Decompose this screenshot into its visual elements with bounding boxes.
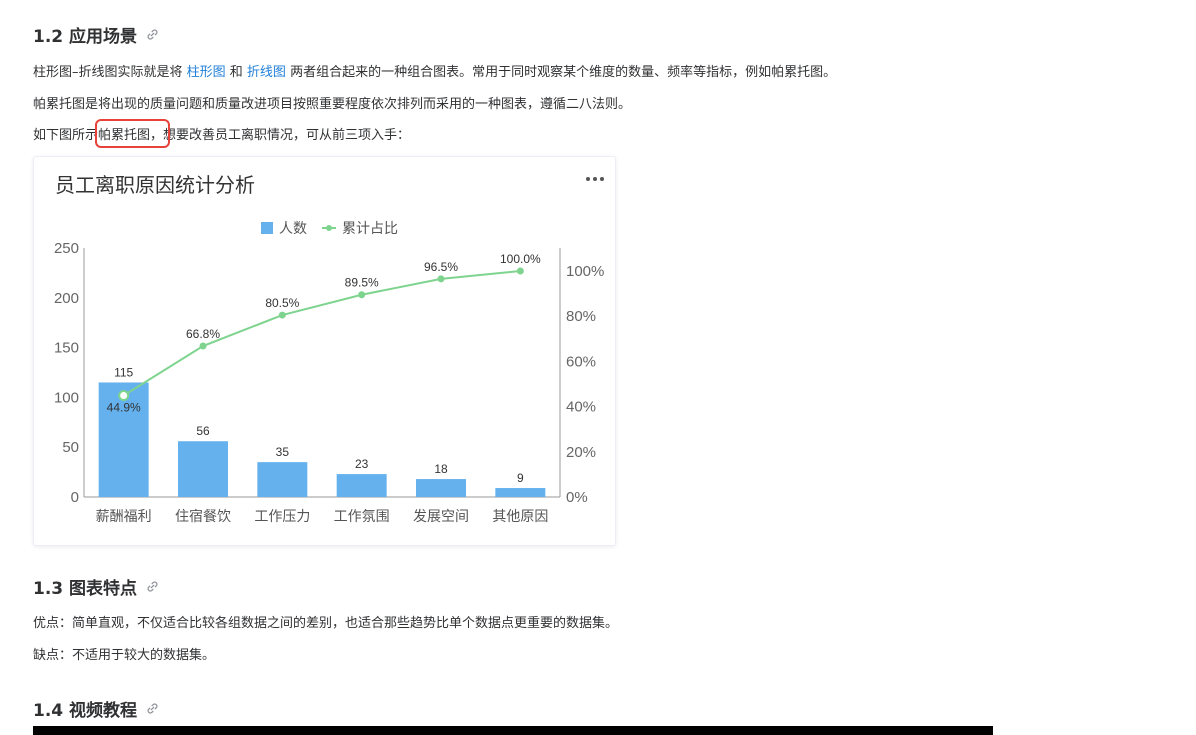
section-heading-1-2: 1.2 应用场景: [33, 22, 159, 47]
text-segment: 两者组合起来的一种组合图表。常用于同时观察某个维度的数量、频率等指标，例如帕累托…: [285, 65, 837, 80]
y-right-tick-label: 0%: [566, 489, 588, 506]
bar-chart-link[interactable]: 柱形图: [186, 65, 226, 80]
bar: [336, 474, 387, 497]
y-left-tick-label: 150: [54, 340, 79, 357]
x-tick-label: 工作压力: [254, 508, 310, 524]
y-right-tick-label: 20%: [566, 444, 596, 461]
y-left-tick-label: 0: [71, 489, 79, 506]
x-tick-label: 工作氛围: [334, 508, 390, 524]
section-title: 1.2 应用场景: [33, 27, 138, 47]
line-point: [199, 342, 207, 350]
bar-data-label: 18: [434, 462, 448, 476]
cumulative-line: [123, 270, 521, 397]
highlight-box: [95, 119, 170, 148]
link-icon[interactable]: [146, 580, 159, 593]
pareto-chart: 0 50 100 150 200 250 0% 20% 40% 60% 80% 100% 115 薪酬福利…: [54, 220, 604, 524]
y-right-tick-label: 100%: [566, 263, 604, 280]
line-data-label: 66.8%: [186, 327, 220, 341]
section-title: 1.4 视频教程: [33, 701, 138, 721]
text-segment: 柱形图–折线图实际就是将: [33, 65, 187, 80]
paragraph-example: 如下图所示帕累托图，想要改善员工离职情况，可从前三项入手：: [33, 128, 411, 143]
x-tick-label: 住宿餐饮: [175, 508, 231, 524]
line-point: [278, 311, 286, 319]
line-data-label: 89.5%: [345, 276, 379, 290]
y-right-tick-label: 60%: [566, 353, 596, 370]
bar-data-label: 9: [517, 471, 524, 485]
line-point: [516, 267, 524, 275]
line-data-label: 96.5%: [424, 260, 458, 274]
line-data-label: 80.5%: [265, 296, 299, 310]
y-left-tick-label: 250: [54, 240, 79, 257]
y-right-tick-label: 40%: [566, 399, 596, 416]
bar: [98, 382, 149, 497]
line-point: [358, 291, 366, 299]
link-icon[interactable]: [146, 702, 159, 715]
line-chart-link[interactable]: 折线图: [246, 65, 286, 80]
y-left-tick-label: 200: [54, 290, 79, 307]
paragraph-pros: 优点：简单直观，不仅适合比较各组数据之间的差别，也适合那些趋势比单个数据点更重要…: [33, 616, 619, 631]
x-tick-label: 薪酬福利: [96, 508, 152, 524]
bar: [257, 462, 308, 497]
x-tick-label: 其他原因: [492, 508, 548, 524]
paragraph-cons: 缺点：不适用于较大的数据集。: [33, 648, 216, 663]
line-point-active: [118, 390, 130, 402]
y-left-tick-label: 100: [54, 389, 79, 406]
section-title: 1.3 图表特点: [33, 579, 138, 599]
text-segment: 和: [225, 65, 247, 80]
x-tick-label: 发展空间: [413, 508, 469, 524]
chart-title: 员工离职原因统计分析: [55, 173, 255, 197]
legend-bar-label: 人数: [279, 220, 307, 236]
y-left-tick-label: 50: [62, 439, 79, 456]
bar: [416, 479, 466, 497]
bar: [495, 488, 546, 497]
paragraph-pareto: 帕累托图是将出现的质量问题和质量改进项目按照重要程度依次排列而采用的一种图表，遵…: [33, 97, 632, 112]
legend-line-marker: [326, 225, 332, 231]
bar-data-label: 56: [196, 424, 210, 438]
legend-bar-swatch: [261, 222, 273, 234]
more-horizontal-icon[interactable]: [584, 171, 606, 187]
line-point: [437, 275, 445, 283]
line-data-label: 100.0%: [500, 252, 541, 266]
line-data-label: 44.9%: [107, 401, 141, 415]
section-heading-1-3: 1.3 图表特点: [33, 574, 159, 599]
bar: [178, 441, 228, 497]
video-player[interactable]: [33, 726, 993, 735]
bar-data-label: 35: [276, 445, 290, 459]
bar-data-label: 115: [114, 365, 133, 379]
y-right-tick-label: 80%: [566, 308, 596, 325]
section-heading-1-4: 1.4 视频教程: [33, 696, 159, 721]
bar-data-label: 23: [355, 457, 369, 471]
chart-card: 员工离职原因统计分析 0 50 100 150 200 250 0% 20% 40% 60% 80%…: [33, 156, 616, 546]
legend-line-label: 累计占比: [342, 220, 398, 236]
paragraph-intro: 柱形图–折线图实际就是将 柱形图 和 折线图 两者组合起来的一种组合图表。常用于…: [33, 64, 836, 82]
link-icon[interactable]: [146, 28, 159, 41]
